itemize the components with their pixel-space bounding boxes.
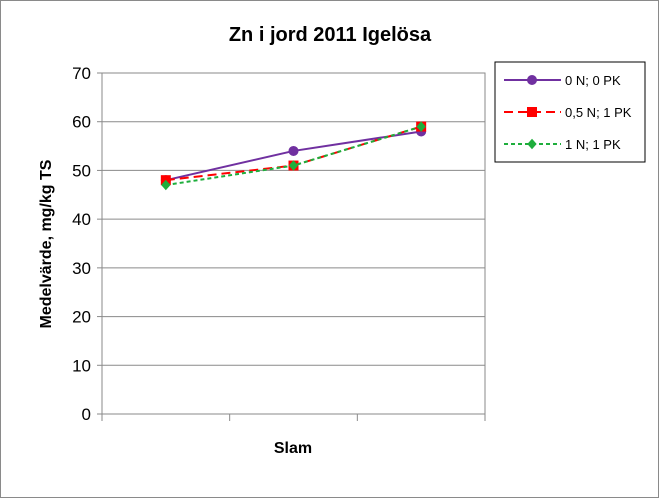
y-axis-label: Medelvärde, mg/kg TS (38, 159, 55, 328)
y-tick-label: 70 (72, 64, 91, 83)
data-point (288, 160, 299, 171)
y-tick-label: 10 (72, 356, 91, 375)
chart-title: Zn i jord 2011 Igelösa (229, 24, 432, 46)
plot-background (101, 72, 486, 415)
legend-entry-label: 0 N; 0 PK (565, 73, 621, 88)
legend-marker (527, 138, 537, 150)
plot-area: 0 10 20 30 40 50 60 70 (72, 64, 486, 424)
legend-marker (527, 107, 537, 117)
y-tick-label: 0 (82, 405, 91, 424)
legend: 0 N; 0 PK 0,5 N; 1 PK 1 N; 1 PK (494, 61, 646, 163)
data-point (161, 179, 171, 191)
legend-entry-label: 0,5 N; 1 PK (565, 105, 632, 120)
legend-marker (527, 75, 537, 85)
series-3 (161, 121, 426, 191)
data-point (416, 121, 426, 132)
y-tick-label: 20 (72, 308, 91, 327)
legend-entry-label: 1 N; 1 PK (565, 137, 621, 152)
y-tick-label: 40 (72, 210, 91, 229)
y-tick-label: 60 (72, 113, 91, 132)
y-tick-label: 30 (72, 259, 91, 278)
y-tick-label: 50 (72, 161, 91, 180)
x-axis-label: Slam (274, 440, 312, 457)
data-point (288, 145, 299, 156)
